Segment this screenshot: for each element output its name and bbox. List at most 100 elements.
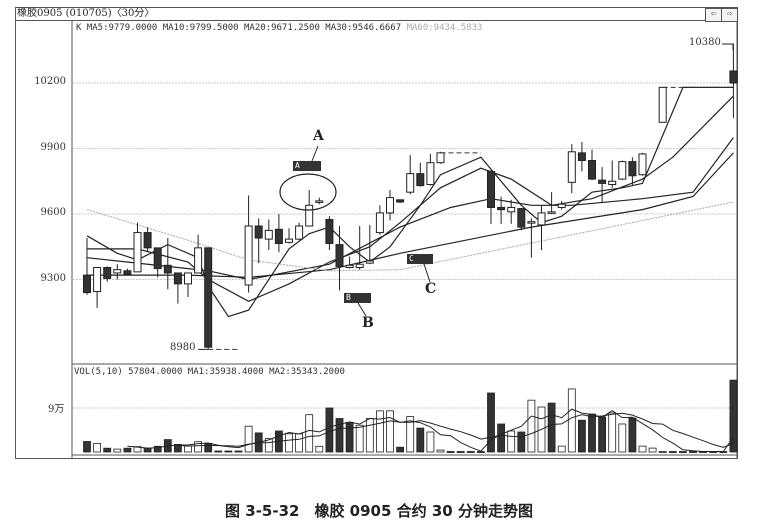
legend-ma30: MA30:9546.6667 — [325, 23, 402, 33]
legend-ma5: MA5:9779.0000 — [86, 23, 158, 33]
annotation-c-box — [407, 254, 433, 264]
volume-bar-down — [588, 413, 596, 453]
price-legend: K MA5:9779.0000 MA10:9799.5000 MA20:9671… — [76, 23, 482, 33]
candle-up — [547, 211, 556, 214]
annotation-a-ellipse — [279, 173, 337, 211]
volume-bar-up — [355, 424, 364, 453]
volume-bar-up — [426, 431, 435, 453]
arrow-right-icon[interactable]: ⇨ — [721, 8, 738, 22]
candle-down — [153, 247, 162, 270]
y-tick-9900: 9900 — [40, 142, 66, 153]
candle-down — [729, 70, 738, 84]
candle-up — [113, 269, 122, 274]
legend-ma20: MA20:9671.2500 — [244, 23, 320, 33]
volume-bar-down — [325, 407, 334, 453]
annotation-c-box-label: C — [409, 254, 414, 263]
volume-bar-down — [123, 447, 132, 453]
annotation-a-leader — [311, 145, 319, 162]
volume-bar-down — [103, 447, 112, 453]
volume-bar-up — [315, 445, 324, 453]
candle-up — [567, 151, 576, 183]
candle-up — [537, 212, 546, 226]
candle-up — [184, 272, 192, 285]
volume-bar-down — [729, 379, 738, 453]
candle-up — [285, 238, 293, 243]
candle-down — [204, 247, 213, 348]
volume-bar-up — [375, 410, 384, 453]
candle-up — [133, 232, 142, 273]
candle-up — [436, 152, 445, 164]
candle-up — [527, 221, 536, 224]
volume-bar-down — [345, 421, 354, 453]
candle-down — [588, 160, 596, 180]
candle-down — [335, 244, 344, 267]
candle-down — [123, 270, 132, 275]
figure-caption: 图 3-5-32 橡胶 0905 合约 30 分钟走势图 — [225, 502, 533, 520]
ma-line-ma60 — [86, 201, 734, 272]
candle-up — [386, 197, 394, 214]
window-title: 橡胶0905 (010705)〈30分〉 — [15, 7, 738, 21]
y-tick-9300: 9300 — [40, 273, 66, 284]
candle-down — [83, 274, 91, 294]
volume-bar-down — [153, 445, 162, 453]
volume-bar-up — [184, 445, 192, 453]
candle-down — [103, 266, 112, 279]
candle-down — [487, 170, 495, 208]
volume-bar-up — [406, 416, 415, 453]
volume-bar-up — [557, 445, 566, 453]
volume-bar-down — [234, 450, 243, 453]
candle-up — [355, 263, 364, 268]
candle-up — [93, 266, 102, 293]
high-price-label: 10380 — [689, 37, 721, 48]
candle-down — [598, 179, 607, 184]
volume-bar-down — [487, 392, 495, 453]
candle-down — [416, 173, 425, 187]
volume-ma2-line — [177, 412, 734, 448]
volume-bar-up — [365, 418, 374, 453]
volume-bar-down — [668, 451, 677, 453]
volume-bar-down — [628, 417, 637, 453]
annotation-a-box — [293, 161, 321, 171]
volume-bar-down — [416, 427, 425, 453]
y-tick-10200: 10200 — [34, 76, 66, 87]
volume-bar-up — [658, 451, 667, 453]
annotation-b-leader — [357, 302, 367, 317]
volume-bar-down — [335, 418, 344, 453]
candle-down — [143, 232, 152, 249]
volume-bar-down — [689, 451, 697, 453]
volume-bar-down — [396, 446, 405, 453]
volume-bar-up — [608, 412, 617, 453]
volume-bar-up — [507, 430, 516, 453]
volume-bar-down — [466, 451, 475, 453]
candle-down — [628, 161, 637, 177]
volume-bar-down — [214, 450, 223, 453]
volume-bar-up — [93, 442, 101, 453]
volume-bar-down — [456, 451, 465, 453]
candle-down — [163, 264, 172, 274]
ma-line-ma5 — [86, 86, 734, 318]
volume-bar-up — [648, 447, 657, 453]
candle-up — [295, 225, 304, 240]
volume-bar-up — [113, 448, 122, 453]
volume-bar-down — [83, 441, 91, 453]
candle-up — [406, 173, 415, 193]
volume-bar-up — [285, 433, 293, 453]
annotation-b-box — [344, 293, 371, 303]
candle-down — [254, 225, 263, 239]
volume-bar-down — [578, 419, 586, 453]
candle-up — [375, 212, 384, 234]
candle-up — [426, 162, 435, 186]
candle-up — [638, 153, 647, 176]
candle-down — [396, 199, 405, 203]
volume-bar-down — [679, 451, 687, 453]
legend-k: K — [76, 23, 82, 33]
volume-bar-down — [517, 431, 526, 453]
legend-ma10: MA10:9799.5000 — [162, 23, 239, 33]
legend-ma60: MA60:9434.5833 — [406, 23, 483, 33]
volume-bar-up — [386, 410, 394, 453]
annotation-b-box-label: B — [346, 293, 351, 302]
candle-down — [325, 218, 334, 244]
ma-line-ma10 — [87, 95, 734, 302]
volume-legend: VOL(5,10) 57804.0000 MA1:35938.4000 MA2:… — [74, 367, 345, 377]
